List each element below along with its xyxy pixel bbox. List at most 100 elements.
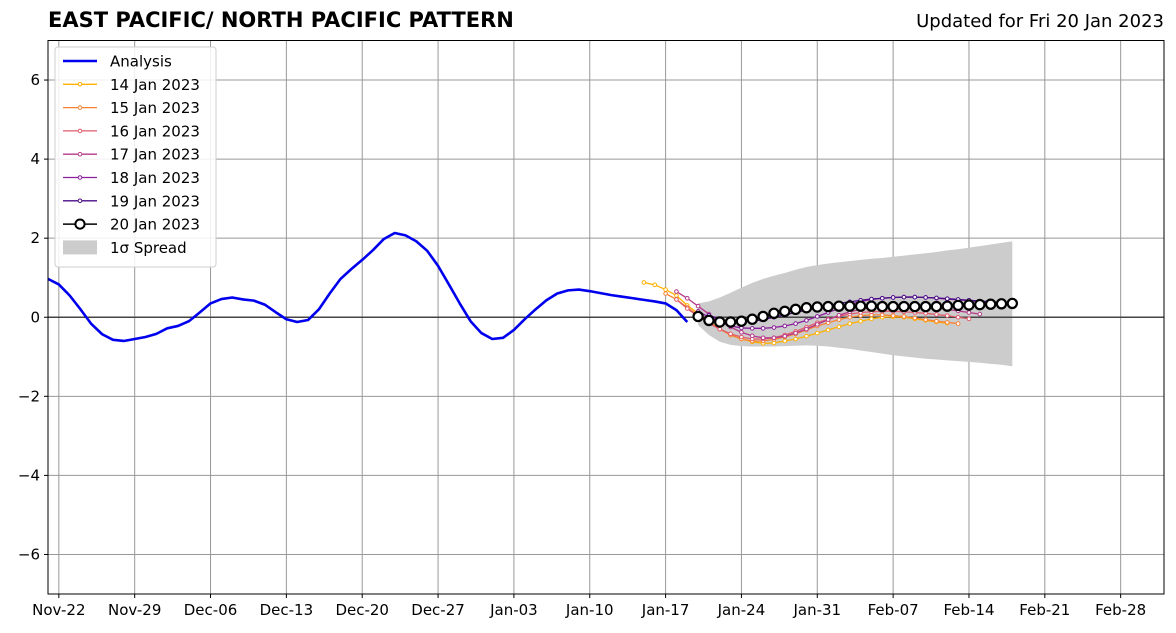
forecast-point: [793, 330, 798, 336]
forecast-point: [800, 302, 813, 314]
x-tick-label: Dec-27: [411, 601, 465, 619]
forecast-point: [652, 282, 658, 288]
forecast-point: [955, 321, 961, 326]
legend: Analysis 14 Jan 2023 15 Jan 2023 16 Jan 202…: [54, 46, 217, 268]
forecast-point: [1006, 297, 1019, 310]
spread-band: [698, 241, 1013, 367]
forecast-point: [789, 303, 802, 316]
y-tick-label: −4: [18, 466, 40, 484]
forecast-point: [833, 300, 845, 312]
forecast-point: [822, 300, 834, 313]
legend-swatch: [63, 240, 97, 255]
forecast-point: [912, 294, 918, 300]
x-tick-label: Jan-10: [565, 601, 614, 619]
forecast-point: [663, 291, 668, 296]
legend-label: 18 Jan 2023: [110, 169, 200, 187]
forecast-point: [836, 312, 842, 318]
legend-marker: [77, 82, 83, 87]
forecast-point: [825, 327, 831, 333]
chart-title: EAST PACIFIC/ NORTH PACIFIC PATTERN: [48, 8, 514, 32]
forecast-point: [717, 326, 723, 332]
x-tick-label: Nov-22: [32, 601, 85, 619]
forecast-point: [898, 300, 910, 313]
forecast-point: [858, 318, 863, 324]
forecast-point: [869, 296, 874, 302]
forecast-point: [760, 326, 766, 331]
forecast-point: [771, 325, 777, 330]
forecast-series: [692, 297, 1019, 328]
forecast-point: [768, 307, 780, 319]
legend-marker: [77, 128, 83, 134]
forecast-point: [804, 333, 809, 339]
analysis-line: [47, 231, 689, 343]
forecast-point: [945, 313, 950, 318]
forecast-point: [782, 323, 788, 329]
y-tick-label: 0: [30, 308, 40, 326]
forecast-point: [966, 316, 972, 322]
forecast-point: [728, 331, 733, 337]
forecast-point: [977, 311, 983, 317]
forecast-point: [814, 330, 820, 336]
forecast-point: [912, 315, 918, 321]
forecast-point: [782, 338, 788, 344]
forecast-point: [995, 298, 1008, 310]
forecast-point: [760, 335, 766, 341]
forecast-point: [735, 315, 748, 327]
forecast-point: [847, 321, 853, 326]
forecast-point: [703, 314, 715, 327]
x-tick-label: Dec-13: [260, 601, 314, 619]
x-tick-label: Nov-29: [108, 601, 161, 619]
updated-date-label: Updated for Fri 20 Jan 2023: [916, 11, 1164, 32]
x-tick-label: Jan-03: [489, 601, 538, 619]
forecast-point: [825, 317, 831, 322]
x-tick-label: Dec-06: [184, 601, 238, 619]
forecast-point: [739, 334, 744, 340]
legend-label: 15 Jan 2023: [110, 99, 200, 117]
forecast-point: [923, 295, 928, 300]
forecast-point: [930, 300, 943, 313]
forecast-point: [934, 312, 939, 317]
legend-marker: [77, 105, 83, 110]
legend-box: [54, 46, 217, 268]
series-layer: [47, 231, 1019, 346]
forecast-point: [674, 297, 679, 302]
y-tick-label: 6: [30, 71, 40, 89]
x-tick-label: Feb-14: [943, 601, 994, 619]
forecast-point: [984, 298, 997, 310]
y-tick-label: 2: [30, 229, 40, 247]
forecast-point: [876, 300, 888, 313]
x-tick-label: Feb-28: [1095, 601, 1146, 619]
forecast-point: [923, 317, 928, 322]
axis-layer: Nov-22 Nov-29 Dec-06 Dec-13 Dec-20 Dec-27 Jan-…: [18, 71, 1146, 619]
forecast-point: [771, 335, 777, 341]
forecast-point: [804, 318, 809, 323]
forecast-line: [676, 298, 970, 340]
forecast-point: [663, 287, 668, 292]
x-tick-label: Jan-31: [792, 601, 841, 619]
legend-label: 20 Jan 2023: [110, 216, 200, 234]
x-tick-label: Jan-17: [641, 601, 690, 619]
forecast-point: [793, 321, 798, 326]
forecast-point: [966, 310, 972, 315]
forecast-point: [779, 305, 791, 318]
forecast-point: [919, 300, 932, 313]
forecast-point: [811, 301, 823, 313]
legend-marker: [77, 151, 83, 157]
forecast-point: [746, 313, 758, 325]
forecast-point: [724, 316, 737, 328]
forecast-point: [793, 336, 798, 342]
forecast-point: [684, 306, 690, 311]
forecast-point: [692, 310, 704, 323]
forecast-point: [869, 316, 874, 322]
forecast-point: [901, 294, 907, 300]
forecast-point: [879, 295, 885, 301]
forecast-point: [749, 333, 755, 339]
forecast-point: [963, 299, 975, 311]
legend-label: Analysis: [110, 53, 172, 71]
forecast-point: [814, 314, 820, 319]
forecast-point: [674, 289, 679, 294]
y-tick-label: −2: [18, 387, 40, 405]
forecast-point: [945, 320, 950, 325]
legend-label: 19 Jan 2023: [110, 192, 200, 210]
